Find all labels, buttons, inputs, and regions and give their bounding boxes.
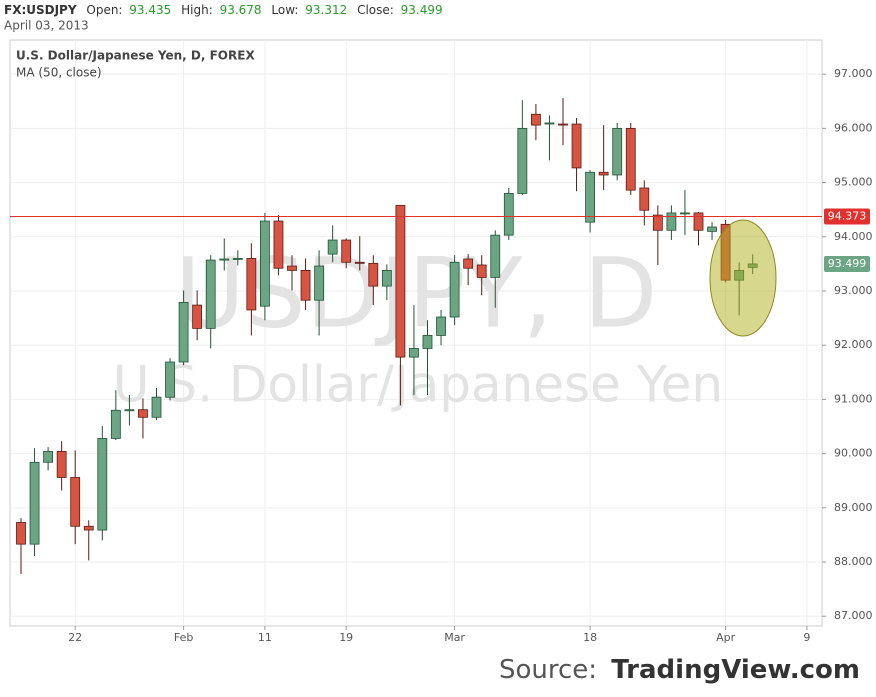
candle-body [165, 361, 175, 398]
candle-body [151, 396, 162, 418]
price-line-label-box [824, 208, 870, 225]
candle-body [422, 335, 433, 349]
info-label: Open: [86, 3, 122, 17]
candle-body [625, 127, 636, 191]
info-label: Low: [271, 3, 298, 17]
candle-body [558, 123, 568, 126]
info-value: 93.678 [220, 3, 262, 17]
candle-body [327, 239, 338, 255]
candle-body [503, 193, 514, 236]
x-tick-label: 11 [258, 631, 272, 644]
candle-body [598, 171, 609, 176]
indicator-label: MA (50, close) [16, 66, 102, 80]
candle-body [138, 409, 148, 418]
watermark-subtitle: U.S. Dollar/Japanese Yen [113, 356, 723, 414]
candle-body [300, 269, 311, 301]
info-label: High: [181, 3, 213, 17]
info-value: 93.499 [401, 3, 443, 17]
candle-body [273, 220, 284, 269]
highlight-ellipse [709, 219, 777, 337]
x-tick-label: 9 [803, 631, 810, 644]
y-tick-label: 97.000 [834, 67, 873, 80]
info-label: Close: [357, 3, 394, 17]
x-tick-label: 18 [583, 631, 597, 644]
date: April 03, 2013 [4, 19, 89, 33]
candle-body [409, 348, 419, 358]
last-price-label: 93.499 [828, 257, 867, 270]
candle-body [585, 171, 595, 223]
candle-body [693, 212, 704, 231]
last-price-box [824, 255, 870, 272]
candle-body [463, 258, 474, 269]
candle-body [652, 214, 663, 231]
candle-body [381, 269, 392, 287]
candle-body [571, 123, 582, 169]
candle-body [205, 259, 216, 329]
y-tick-label: 94.000 [834, 230, 873, 243]
y-tick-label: 89.000 [834, 501, 873, 514]
candle-body [246, 258, 257, 311]
candle-body [449, 261, 460, 318]
source: Source: TradingView.com [499, 655, 860, 685]
candle-body [395, 204, 406, 358]
candle-body [219, 258, 230, 261]
candle-body [56, 451, 67, 478]
y-tick-label: 91.000 [834, 392, 873, 405]
x-tick-label: 22 [68, 631, 82, 644]
x-tick-label: 19 [339, 631, 353, 644]
candle-body [16, 522, 26, 545]
candle-body [490, 234, 501, 278]
candle-body [368, 262, 379, 287]
symbol: FX:USDJPY [4, 3, 77, 17]
y-tick-label: 96.000 [834, 121, 873, 134]
y-tick-label: 88.000 [834, 555, 873, 568]
x-tick-label: Feb [174, 631, 193, 644]
candle-body [110, 409, 121, 439]
candle-body [666, 212, 677, 231]
info-value: 93.435 [129, 3, 171, 17]
y-tick-label: 90.000 [834, 447, 873, 460]
candle-body [354, 261, 365, 264]
candle-body [476, 264, 487, 278]
info-value: 93.312 [305, 3, 347, 17]
header: FX:USDJPY Open: 93.435 High: 93.678 Low:… [4, 3, 443, 17]
candle-body [707, 226, 717, 232]
candle-body [544, 122, 555, 125]
candle-body [29, 461, 40, 545]
candle-body [124, 409, 135, 412]
candle-body [314, 265, 325, 301]
x-tick-label: Mar [444, 631, 465, 644]
candle-body [639, 187, 650, 211]
source-label: Source: [499, 655, 597, 685]
candle-body [436, 316, 446, 336]
y-tick-label: 93.000 [834, 284, 873, 297]
y-tick-label: 92.000 [834, 338, 873, 351]
source-name: TradingView.com [611, 655, 860, 685]
candle-body [43, 451, 53, 463]
candle-body [287, 265, 297, 271]
candle-body [83, 525, 94, 531]
plot-frame [9, 39, 823, 627]
y-tick-label: 95.000 [834, 176, 873, 189]
candle-body [70, 477, 81, 527]
candle-body [97, 438, 108, 531]
candle-body [531, 113, 541, 126]
chart-title: U.S. Dollar/Japanese Yen, D, FOREX [16, 49, 255, 63]
candle-body [341, 239, 352, 263]
candle-body [259, 220, 270, 307]
candle-body [680, 212, 690, 215]
x-tick-label: Apr [716, 631, 736, 644]
y-tick-label: 87.000 [834, 609, 873, 622]
candle-body [232, 258, 243, 260]
candle-body [178, 301, 189, 363]
candle-body [517, 127, 528, 194]
candle-body [192, 304, 203, 329]
candle-body [612, 127, 623, 176]
price-line-label: 94.373 [828, 210, 867, 223]
